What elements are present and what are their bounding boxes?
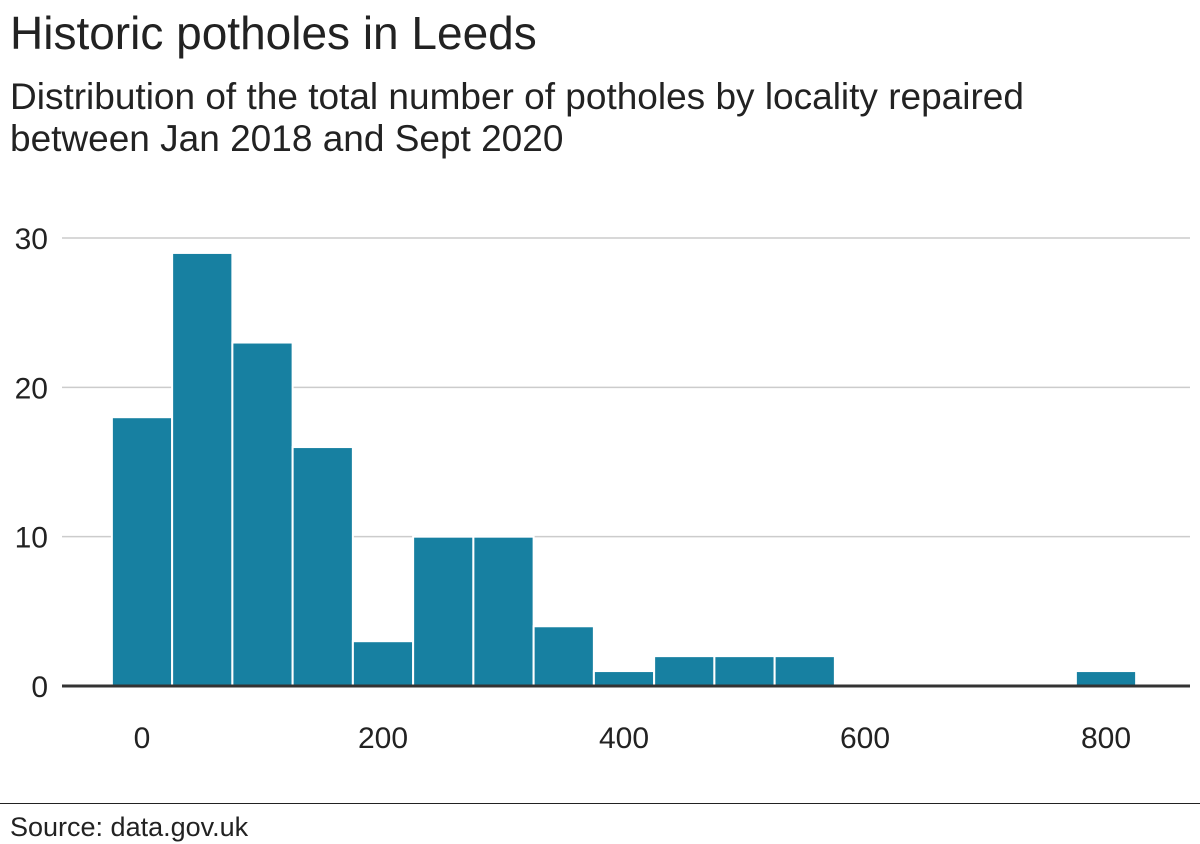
histogram-bar-1 [171,251,234,688]
histogram-bar-10 [713,655,776,688]
chart-title: Historic potholes in Leeds [10,7,537,59]
x-tick-label-200: 200 [358,722,408,755]
histogram-bar-8 [592,670,656,687]
histogram-bar-11 [773,655,836,688]
histogram-bar-7 [532,625,595,687]
chart-subtitle: Distribution of the total number of poth… [10,76,1024,159]
histogram-bar-9 [653,655,716,688]
histogram-bar-0 [110,416,174,687]
x-tick-label-600: 600 [840,722,890,755]
source-note: Source: data.gov.uk [10,812,249,842]
histogram-bar-2 [231,341,294,687]
x-tick-label-400: 400 [599,722,649,755]
y-tick-label-20: 20 [15,372,48,405]
y-tick-label-10: 10 [15,522,48,555]
histogram-bar-4 [351,640,415,688]
source-divider [0,803,1200,804]
x-tick-label-800: 800 [1081,722,1131,755]
histogram-bar-5 [412,535,475,688]
y-tick-label-0: 0 [31,671,48,704]
x-tick-label-0: 0 [134,722,151,755]
histogram-bar-3 [291,446,354,688]
histogram-bar-6 [472,535,535,688]
axes: 0 10 20 30 0 200 400 600 800 [15,223,1190,755]
histogram-chart: 0 10 20 30 0 200 400 600 800 [15,223,1190,755]
bars [110,251,1138,688]
histogram-bar-16 [1074,670,1138,687]
y-tick-label-30: 30 [15,223,48,256]
